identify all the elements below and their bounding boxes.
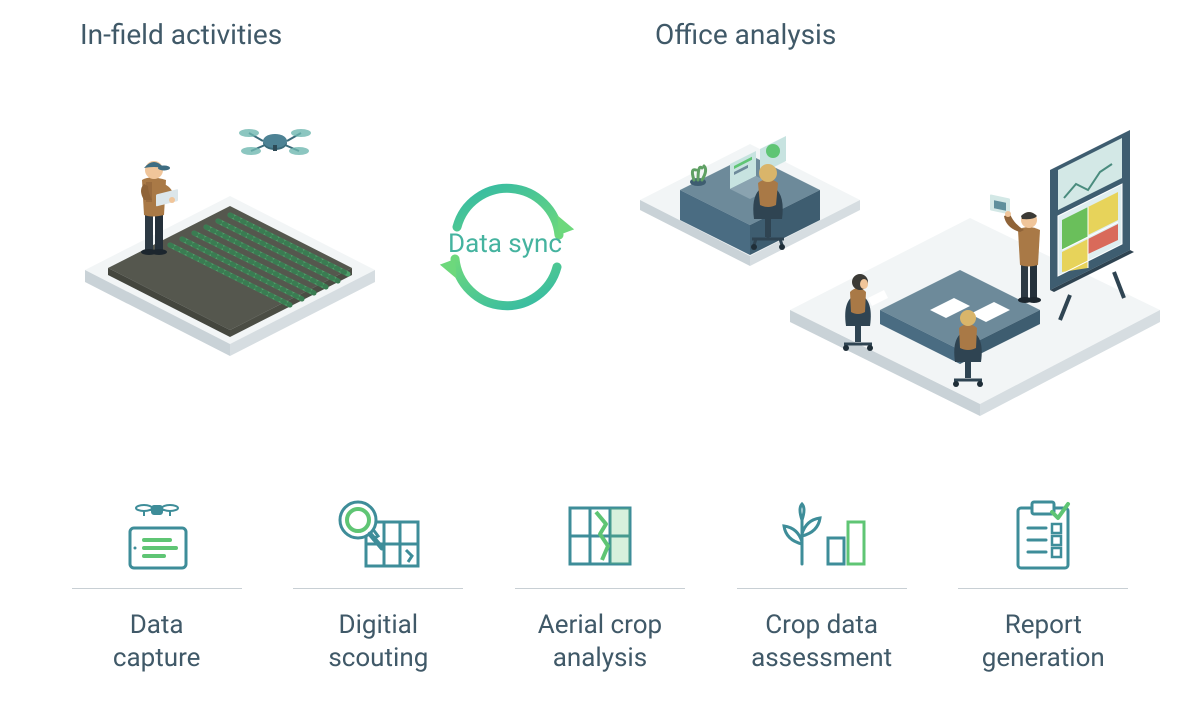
feature-divider bbox=[293, 588, 463, 589]
feature-report-generation: Report generation bbox=[948, 494, 1138, 674]
feature-label: Report generation bbox=[982, 609, 1105, 674]
header-office: Office analysis bbox=[655, 18, 836, 51]
data-sync: Data sync bbox=[415, 175, 595, 315]
drone-icon bbox=[239, 129, 311, 155]
header-in-field: In-field activities bbox=[80, 18, 282, 51]
feature-data-capture: Data capture bbox=[62, 494, 252, 674]
feature-digital-scouting: Digitial scouting bbox=[283, 494, 473, 674]
feature-label: Digitial scouting bbox=[328, 609, 428, 674]
feature-label: Aerial crop analysis bbox=[538, 609, 662, 674]
clipboard-check-icon bbox=[948, 494, 1138, 574]
plant-bars-icon bbox=[727, 494, 917, 574]
feature-label: Data capture bbox=[113, 609, 201, 674]
aerial-grid-icon bbox=[505, 494, 695, 574]
feature-divider bbox=[737, 588, 907, 589]
feature-crop-assessment: Crop data assessment bbox=[727, 494, 917, 674]
feature-label: Crop data assessment bbox=[751, 609, 892, 674]
feature-aerial-analysis: Aerial crop analysis bbox=[505, 494, 695, 674]
data-sync-label: Data sync bbox=[448, 229, 562, 259]
feature-divider bbox=[515, 588, 685, 589]
field-scene bbox=[60, 100, 400, 360]
office-scene bbox=[620, 80, 1180, 430]
feature-divider bbox=[72, 588, 242, 589]
feature-divider bbox=[958, 588, 1128, 589]
drone-tablet-icon bbox=[62, 494, 252, 574]
magnifier-map-icon bbox=[283, 494, 473, 574]
features-row: Data capture Digitial scouting bbox=[0, 494, 1200, 674]
